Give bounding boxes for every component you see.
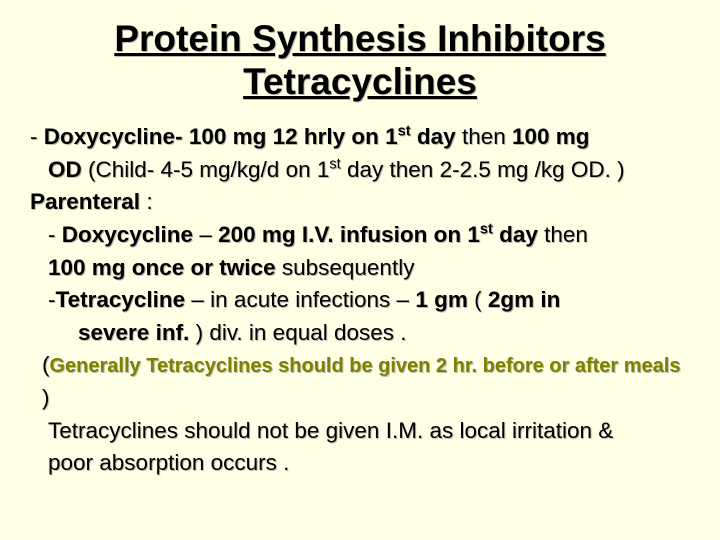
meal-timing-note: Generally Tetracyclines should be given … (50, 355, 681, 377)
parenteral-label: Parenteral (30, 189, 140, 214)
drug-name: Tetracycline (56, 287, 186, 312)
line-meal-note: (Generally Tetracyclines should be given… (30, 349, 690, 414)
severe-text: severe inf. (78, 320, 189, 345)
ordinal-sup: st (329, 156, 340, 172)
dose-text: 200 mg I.V. infusion on 1 (218, 222, 480, 247)
day-text: day (493, 222, 538, 247)
dash: - (30, 124, 44, 149)
paren: ( (468, 287, 488, 312)
line-tetracycline: -Tetracycline – in acute infections – 1 … (30, 284, 690, 317)
line-im-warning-1: Tetracyclines should not be given I.M. a… (30, 415, 690, 448)
ordinal-sup: st (398, 124, 411, 140)
subsequently-text: subsequently (276, 255, 415, 280)
title-line-2: Tetracyclines (243, 61, 477, 102)
indication-text: – in acute infections – (185, 287, 415, 312)
dash: - (48, 222, 62, 247)
slide-body: - Doxycycline- 100 mg 12 hrly on 1st day… (30, 121, 690, 480)
im-warning-text: poor absorption occurs . (48, 450, 289, 475)
dash: – (193, 222, 218, 247)
line-doxy-oral: - Doxycycline- 100 mg 12 hrly on 1st day… (30, 121, 690, 154)
slide: Protein Synthesis Inhibitors Tetracyclin… (0, 0, 720, 540)
dash: - (48, 287, 56, 312)
child-dose: (Child- 4-5 mg/kg/d on 1 (82, 157, 330, 182)
drug-name: Doxycycline (44, 124, 175, 149)
divided-doses-text: ) div. in equal doses . (189, 320, 406, 345)
slide-title: Protein Synthesis Inhibitors Tetracyclin… (30, 18, 690, 103)
then-text: then (538, 222, 588, 247)
day-text: day (411, 124, 456, 149)
paren-open: ( (42, 352, 50, 377)
dose-text: in (534, 287, 560, 312)
dose-text: 2gm (488, 287, 534, 312)
od-text: OD (48, 157, 82, 182)
line-im-warning-2: poor absorption occurs . (30, 447, 690, 480)
dose-text: 100 mg (512, 124, 590, 149)
line-parenteral-header: Parenteral : (30, 186, 690, 219)
then-text: then (456, 124, 512, 149)
ordinal-sup: st (480, 221, 493, 237)
dose-text: 1 gm (415, 287, 468, 312)
colon: : (140, 189, 153, 214)
dose-text: 100 mg 12 hrly on 1 (189, 124, 398, 149)
line-doxy-oral-cont: OD (Child- 4-5 mg/kg/d on 1st day then 2… (30, 154, 690, 187)
line-tetracycline-cont: severe inf. ) div. in equal doses . (30, 317, 690, 350)
dash: - (175, 124, 189, 149)
title-line-1: Protein Synthesis Inhibitors (114, 18, 605, 59)
line-doxy-iv: - Doxycycline – 200 mg I.V. infusion on … (30, 219, 690, 252)
child-dose-cont: day then 2-2.5 mg /kg OD. ) (341, 157, 625, 182)
paren-close: ) (42, 385, 50, 410)
im-warning-text: Tetracyclines should not be given I.M. a… (48, 418, 613, 443)
line-doxy-iv-cont: 100 mg once or twice subsequently (30, 252, 690, 285)
dose-text: 100 mg once or twice (48, 255, 276, 280)
drug-name: Doxycycline (62, 222, 193, 247)
